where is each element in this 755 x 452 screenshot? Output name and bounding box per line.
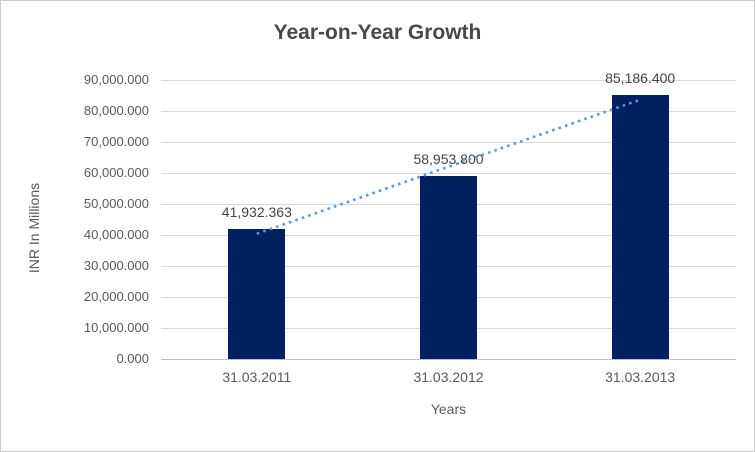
y-tick-label: 40,000.000 <box>83 227 149 242</box>
y-tick-label: 90,000.000 <box>83 72 149 87</box>
bar[interactable] <box>611 94 669 359</box>
bar-value-label: 41,932.363 <box>221 204 292 220</box>
bar-value-label: 58,953.800 <box>413 151 484 168</box>
y-tick-label: 50,000.000 <box>83 196 149 211</box>
y-tick-label: 60,000.000 <box>83 165 149 180</box>
x-tick-label: 31.03.2011 <box>222 369 292 385</box>
y-tick-label: 10,000.000 <box>83 320 149 335</box>
bar-value-label: 85,186.400 <box>605 69 676 86</box>
x-axis-line <box>161 359 736 360</box>
y-axis-title: INR In Millions <box>26 182 42 274</box>
y-tick-label: 20,000.000 <box>83 289 149 304</box>
y-tick-label: 70,000.000 <box>83 134 149 149</box>
y-tick-label: 30,000.000 <box>83 258 149 273</box>
y-tick-label: 0.000 <box>116 351 149 366</box>
x-tick-label: 31.03.2013 <box>605 369 676 385</box>
chart-title: Year-on-Year Growth <box>273 21 482 44</box>
x-tick-label: 31.03.2012 <box>413 369 484 385</box>
gridline <box>161 80 736 81</box>
bar[interactable] <box>420 176 477 359</box>
bar[interactable] <box>228 229 286 359</box>
x-axis-title: Years <box>430 401 467 417</box>
y-tick-label: 80,000.000 <box>83 103 149 118</box>
